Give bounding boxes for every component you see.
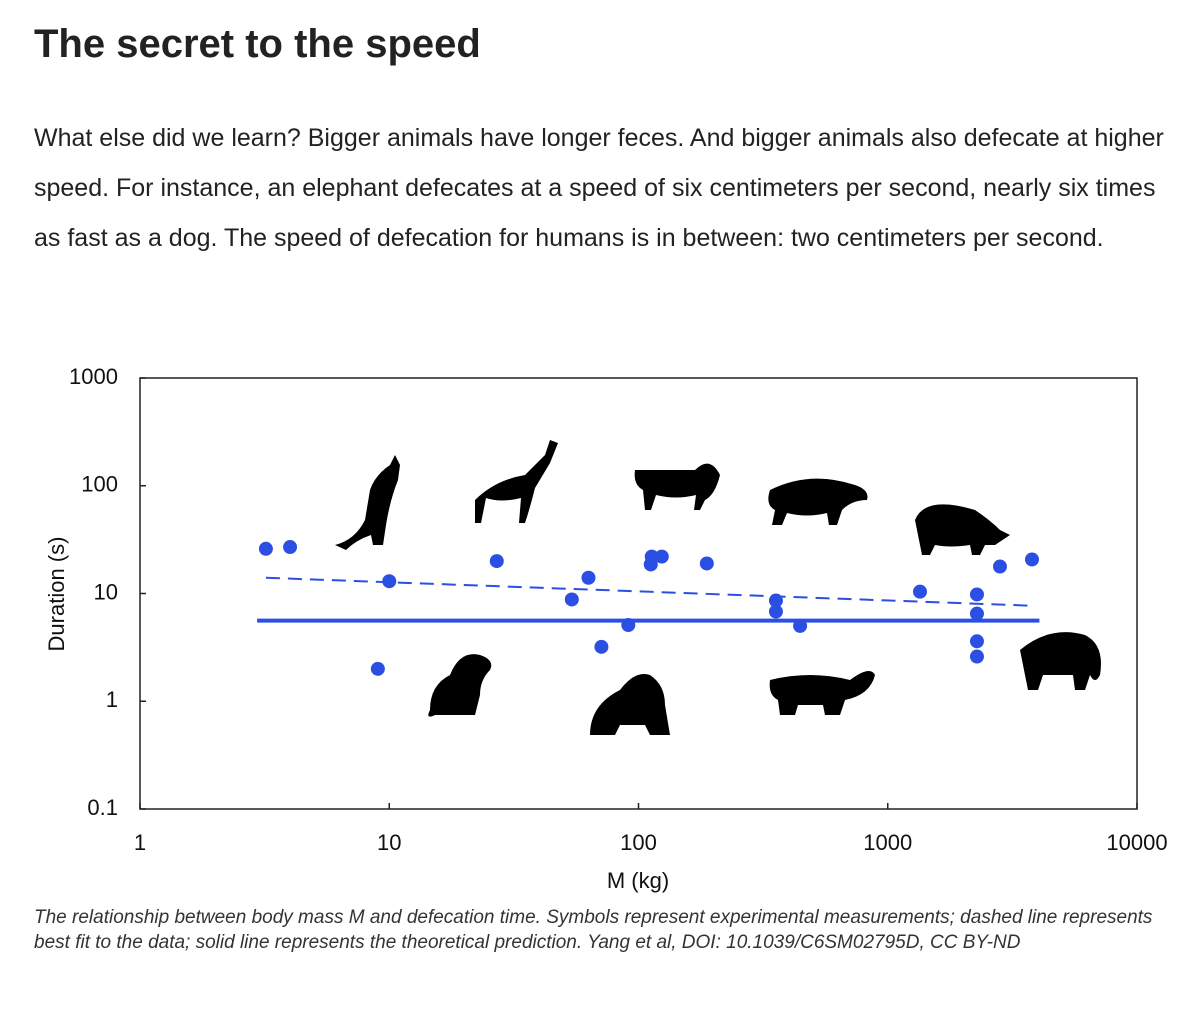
heading: The secret to the speed xyxy=(34,22,481,66)
y-tick-label: 1 xyxy=(106,687,118,712)
caption: The relationship between body mass M and… xyxy=(34,907,1153,953)
data-point xyxy=(382,574,397,589)
data-point xyxy=(489,554,504,569)
data-point xyxy=(969,606,984,621)
data-point xyxy=(258,541,273,556)
y-tick-label: 1000 xyxy=(69,364,118,389)
data-point xyxy=(969,649,984,664)
y-tick-label: 100 xyxy=(81,472,118,497)
data-point xyxy=(644,549,659,564)
data-point xyxy=(654,549,669,564)
data-point xyxy=(992,559,1007,574)
data-point xyxy=(370,661,385,676)
data-point xyxy=(283,540,298,555)
x-tick-label: 10 xyxy=(377,830,401,855)
data-point xyxy=(969,634,984,649)
x-tick-label: 1000 xyxy=(863,830,912,855)
paragraph: What else did we learn? Bigger animals h… xyxy=(34,124,1164,252)
x-tick-label: 1 xyxy=(134,830,146,855)
y-axis-label: Duration (s) xyxy=(44,537,69,652)
data-point xyxy=(594,639,609,654)
data-point xyxy=(564,592,579,607)
data-point xyxy=(581,570,596,585)
data-point xyxy=(699,556,714,571)
y-tick-label: 0.1 xyxy=(87,795,118,820)
x-tick-label: 10000 xyxy=(1106,830,1167,855)
animal-silhouettes xyxy=(335,440,1101,735)
data-point xyxy=(768,604,783,619)
data-point xyxy=(912,584,927,599)
data-point xyxy=(1024,552,1039,567)
x-axis-label: M (kg) xyxy=(607,868,669,893)
fit-line xyxy=(265,576,1033,607)
plot-frame xyxy=(139,377,1138,810)
x-tick-label: 100 xyxy=(620,830,657,855)
y-tick-label: 10 xyxy=(94,579,118,604)
data-point xyxy=(969,587,984,602)
